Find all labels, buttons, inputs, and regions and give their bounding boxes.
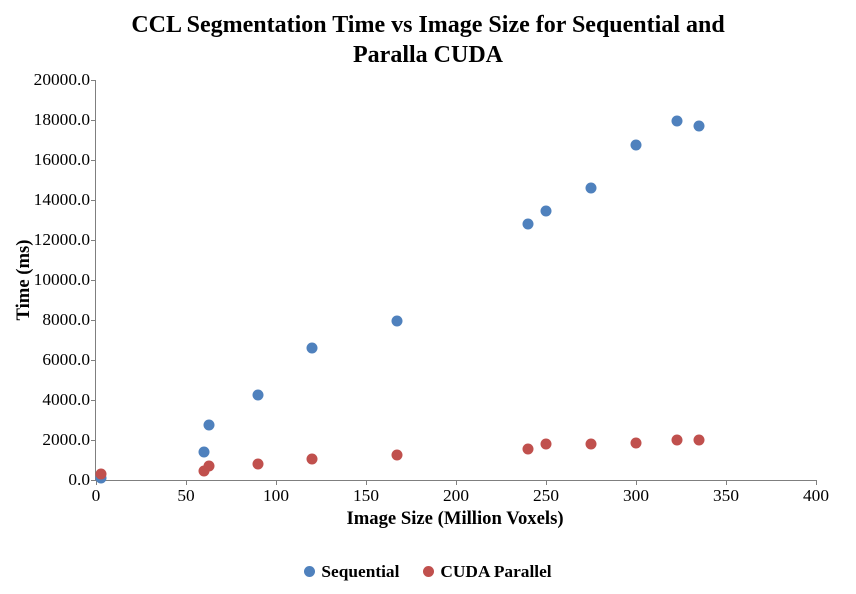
y-tick-label: 14000.0 [34,190,96,210]
data-point [694,435,705,446]
data-point [307,343,318,354]
y-tick-label: 12000.0 [34,230,96,250]
legend-item: CUDA Parallel [423,562,551,582]
data-point [672,116,683,127]
y-tick-label: 4000.0 [42,390,96,410]
data-point [694,121,705,132]
x-tick-label: 250 [533,480,559,506]
y-tick-label: 6000.0 [42,350,96,370]
data-point [253,459,264,470]
data-point [523,219,534,230]
data-point [672,435,683,446]
x-tick-label: 200 [443,480,469,506]
data-point [391,450,402,461]
data-point [391,316,402,327]
y-tick-label: 16000.0 [34,150,96,170]
data-point [204,461,215,472]
chart-title-line2: Paralla CUDA [353,42,503,68]
legend-marker-icon [423,566,434,577]
y-tick-label: 2000.0 [42,430,96,450]
chart-title-line1: CCL Segmentation Time vs Image Size for … [131,12,724,38]
data-point [199,447,210,458]
x-tick-label: 300 [623,480,649,506]
plot-area: 0.02000.04000.06000.08000.010000.012000.… [95,80,816,481]
x-axis-label: Image Size (Million Voxels) [346,508,563,530]
data-point [586,439,597,450]
x-tick-label: 150 [353,480,379,506]
x-tick-label: 0 [92,480,101,506]
data-point [631,438,642,449]
data-point [541,206,552,217]
y-tick-label: 8000.0 [42,310,96,330]
data-point [96,469,107,480]
legend-label: Sequential [321,562,399,582]
data-point [204,420,215,431]
data-point [523,444,534,455]
data-point [253,390,264,401]
y-axis-label: Time (ms) [13,239,35,320]
data-point [307,454,318,465]
data-point [541,439,552,450]
data-point [586,183,597,194]
x-tick-label: 400 [803,480,829,506]
y-tick-label: 20000.0 [34,70,96,90]
x-tick-label: 50 [177,480,194,506]
legend: Sequential CUDA Parallel [0,562,856,583]
x-tick-label: 350 [713,480,739,506]
legend-item: Sequential [304,562,399,582]
y-tick-label: 10000.0 [34,270,96,290]
data-point [631,140,642,151]
x-tick-label: 100 [263,480,289,506]
y-tick-label: 18000.0 [34,110,96,130]
legend-marker-icon [304,566,315,577]
chart-title: CCL Segmentation Time vs Image Size for … [0,10,856,70]
legend-label: CUDA Parallel [440,562,551,582]
chart-container: CCL Segmentation Time vs Image Size for … [0,0,856,594]
